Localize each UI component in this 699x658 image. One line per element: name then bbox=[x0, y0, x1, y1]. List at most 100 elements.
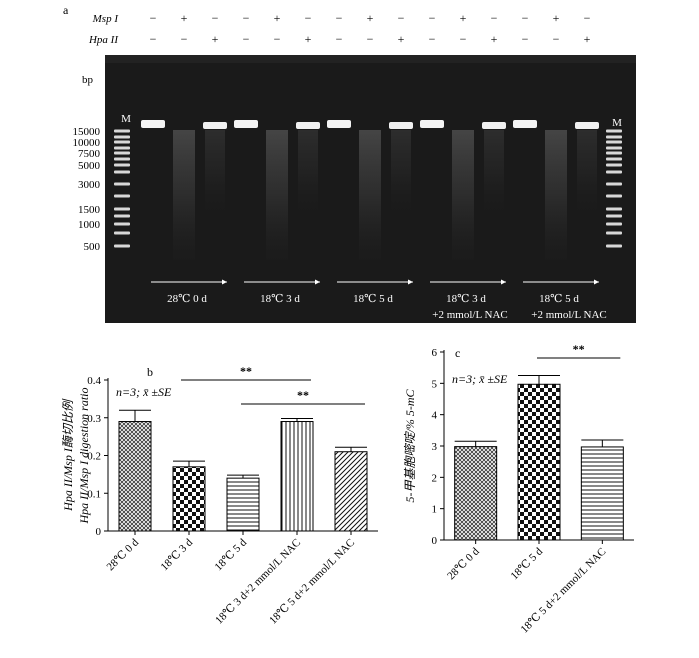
hpa-sign: + bbox=[212, 32, 219, 46]
msp-sign: + bbox=[367, 11, 374, 25]
ladder-band bbox=[114, 222, 130, 226]
group-labels: 28℃ 0 d 18℃ 3 d 18℃ 5 d 18℃ 3 d +2 mmol/L NA… bbox=[167, 293, 607, 321]
msp-label: Msp I bbox=[92, 13, 120, 25]
ladder-band bbox=[114, 244, 130, 248]
ladder-band bbox=[606, 157, 622, 161]
group-label: 28℃ 0 d bbox=[167, 293, 207, 305]
msp-sign: + bbox=[460, 11, 467, 25]
ladder-band bbox=[606, 244, 622, 248]
panel-label-a: a bbox=[63, 3, 69, 17]
hpa-sign: + bbox=[305, 32, 312, 46]
ladder-band bbox=[114, 140, 130, 144]
bar bbox=[172, 466, 206, 532]
digest-smear bbox=[266, 130, 288, 260]
x-tick-label: 28℃ 0 d bbox=[104, 536, 141, 573]
digest-smear bbox=[577, 130, 597, 210]
dna-band bbox=[513, 120, 537, 128]
dna-band bbox=[234, 120, 258, 128]
y-tick-label: 0 bbox=[432, 535, 438, 547]
group-label-line2: +2 mmol/L NAC bbox=[432, 309, 507, 321]
significance-label: ** bbox=[240, 364, 252, 378]
significance-label: ** bbox=[573, 342, 585, 356]
y-tick-label: 1 bbox=[432, 504, 438, 516]
ladder-band bbox=[606, 146, 622, 150]
ladder-band bbox=[606, 222, 622, 226]
ladder-band bbox=[606, 207, 622, 211]
msp-sign: − bbox=[429, 11, 436, 25]
hpa-sign: + bbox=[584, 32, 591, 46]
ladder-band bbox=[606, 129, 622, 133]
msp-sign: − bbox=[584, 11, 591, 25]
msp-row: − + − − + − − + − − + − − + − bbox=[150, 11, 591, 25]
hpa-sign: + bbox=[491, 32, 498, 46]
size-label: 10000 bbox=[73, 137, 101, 149]
arrowhead bbox=[594, 279, 599, 285]
ladder-band bbox=[114, 129, 130, 133]
size-label: 7500 bbox=[78, 148, 101, 160]
hpa-sign: + bbox=[398, 32, 405, 46]
hpa-sign: − bbox=[522, 32, 529, 46]
dna-band bbox=[327, 120, 351, 128]
x-tick-label: 18℃ 5 d bbox=[212, 536, 249, 573]
dna-band bbox=[296, 122, 320, 129]
ladder-band bbox=[114, 163, 130, 167]
y-tick-label: 0.4 bbox=[87, 375, 101, 387]
bar bbox=[580, 446, 624, 541]
ladder-band bbox=[606, 182, 622, 186]
ladder-band bbox=[114, 170, 130, 174]
digest-smear bbox=[173, 130, 195, 260]
hpa-sign: − bbox=[553, 32, 560, 46]
dna-band bbox=[482, 122, 506, 129]
size-label: 15000 bbox=[73, 126, 101, 138]
group-label: 18℃ 3 d bbox=[260, 293, 300, 305]
group-label: 18℃ 5 d bbox=[539, 293, 579, 305]
group-arrows bbox=[151, 279, 599, 285]
significance-label: ** bbox=[297, 388, 309, 402]
ladder-band bbox=[114, 214, 130, 218]
digest-smear bbox=[391, 130, 411, 210]
y-tick-label: 5 bbox=[432, 378, 438, 390]
ladder-band bbox=[114, 151, 130, 155]
arrowhead bbox=[222, 279, 227, 285]
bar bbox=[118, 421, 152, 532]
ladder-band bbox=[114, 135, 130, 139]
ladder-band bbox=[606, 170, 622, 174]
ladder-band bbox=[114, 157, 130, 161]
msp-sign: − bbox=[212, 11, 219, 25]
hpa-label: Hpa II bbox=[88, 34, 119, 46]
size-label: 5000 bbox=[78, 160, 101, 172]
marker-label-right: M bbox=[612, 117, 622, 129]
chart-b: b 0 0.1 0.2 0.3 0.4 Hpa II/Msp I酶切比例 Hpa II/Msp… bbox=[61, 364, 378, 627]
group-label: 18℃ 5 d bbox=[353, 293, 393, 305]
ladder-band bbox=[114, 207, 130, 211]
dna-band bbox=[389, 122, 413, 129]
y-axis-label-line2: Hpa II/Msp I digestion ratio bbox=[77, 388, 91, 525]
stats-annotation: n=3; x̄ ±SE bbox=[116, 385, 172, 399]
ladder-band bbox=[114, 182, 130, 186]
ladder-band bbox=[114, 231, 130, 235]
y-axis-label: Hpa II/Msp I酶切比例 bbox=[61, 398, 75, 512]
ladder-band bbox=[606, 151, 622, 155]
size-label: 1000 bbox=[78, 219, 101, 231]
y-tick-label: 0 bbox=[96, 526, 102, 538]
bp-label: bp bbox=[82, 74, 94, 86]
y-axis-label: 5-甲基胞嘧啶/% 5-mC bbox=[403, 389, 417, 503]
arrowhead bbox=[315, 279, 320, 285]
arrowhead bbox=[408, 279, 413, 285]
y-tick-label: 4 bbox=[432, 410, 438, 422]
hpa-row: − − + − − + − − + − − + − − + bbox=[150, 32, 591, 46]
stats-annotation: n=3; x̄ ±SE bbox=[452, 372, 508, 386]
msp-sign: − bbox=[522, 11, 529, 25]
bar bbox=[517, 383, 561, 541]
ladder-band bbox=[606, 214, 622, 218]
y-tick-label: 0.1 bbox=[87, 488, 101, 500]
hpa-sign: − bbox=[460, 32, 467, 46]
group-label: 18℃ 3 d bbox=[446, 293, 486, 305]
group-label-line2: +2 mmol/L NAC bbox=[531, 309, 606, 321]
msp-sign: + bbox=[553, 11, 560, 25]
y-tick-label: 0.2 bbox=[87, 451, 101, 463]
bar bbox=[334, 451, 368, 532]
y-tick-label: 2 bbox=[432, 472, 438, 484]
size-label: 1500 bbox=[78, 204, 101, 216]
